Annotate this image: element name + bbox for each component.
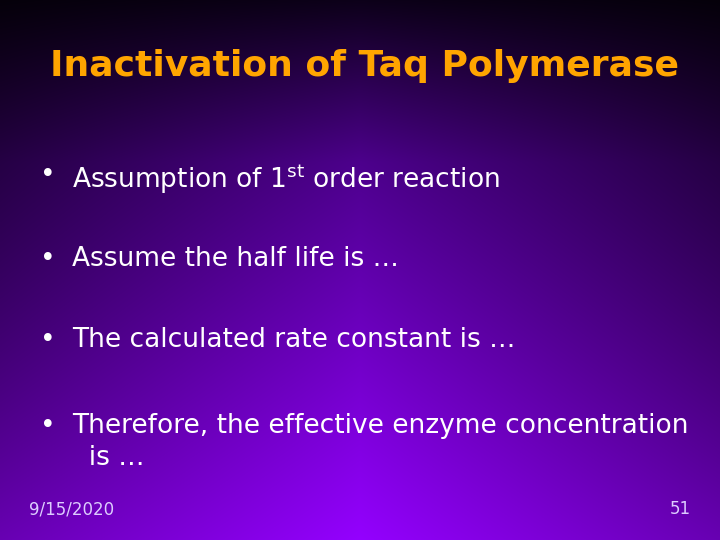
Text: •: • — [40, 413, 55, 439]
Text: •: • — [40, 162, 55, 188]
Text: Inactivation of Taq Polymerase: Inactivation of Taq Polymerase — [50, 49, 680, 83]
Text: The calculated rate constant is …: The calculated rate constant is … — [72, 327, 516, 353]
Text: •: • — [40, 246, 55, 272]
Text: Therefore, the effective enzyme concentration
  is …: Therefore, the effective enzyme concentr… — [72, 413, 688, 471]
Text: 51: 51 — [670, 501, 691, 518]
Text: Assumption of 1$^{\mathregular{st}}$ order reaction: Assumption of 1$^{\mathregular{st}}$ ord… — [72, 162, 500, 196]
Text: 9/15/2020: 9/15/2020 — [29, 501, 114, 518]
Text: •: • — [40, 327, 55, 353]
Text: Assume the half life is …: Assume the half life is … — [72, 246, 399, 272]
